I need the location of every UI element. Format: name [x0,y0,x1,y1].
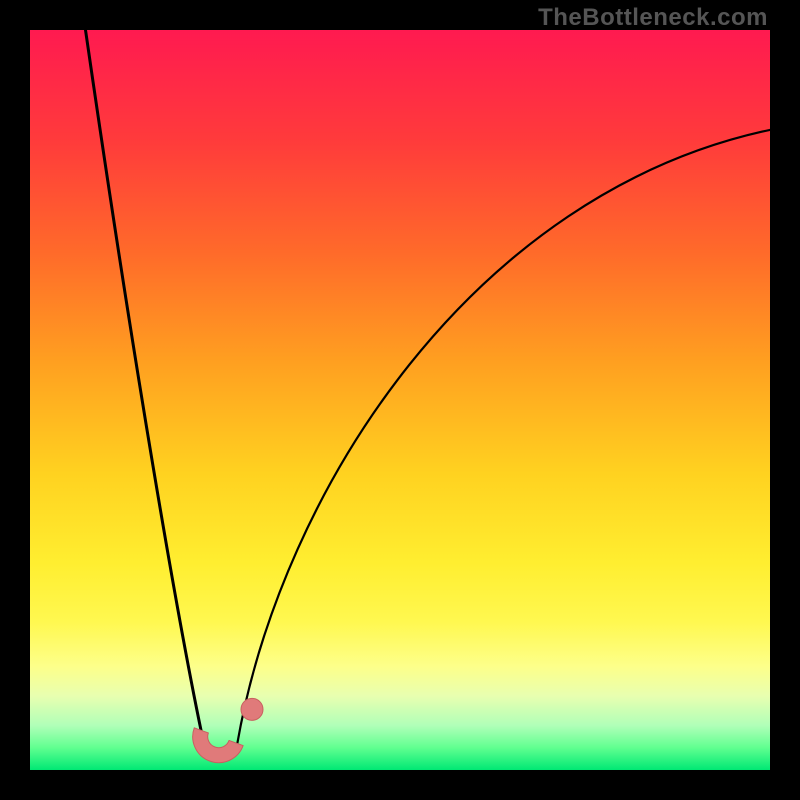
sweet-spot-dot-marker [241,698,263,720]
watermark-text: TheBottleneck.com [538,4,768,32]
chart-frame: TheBottleneck.com [0,0,800,800]
bottleneck-chart [30,30,770,770]
